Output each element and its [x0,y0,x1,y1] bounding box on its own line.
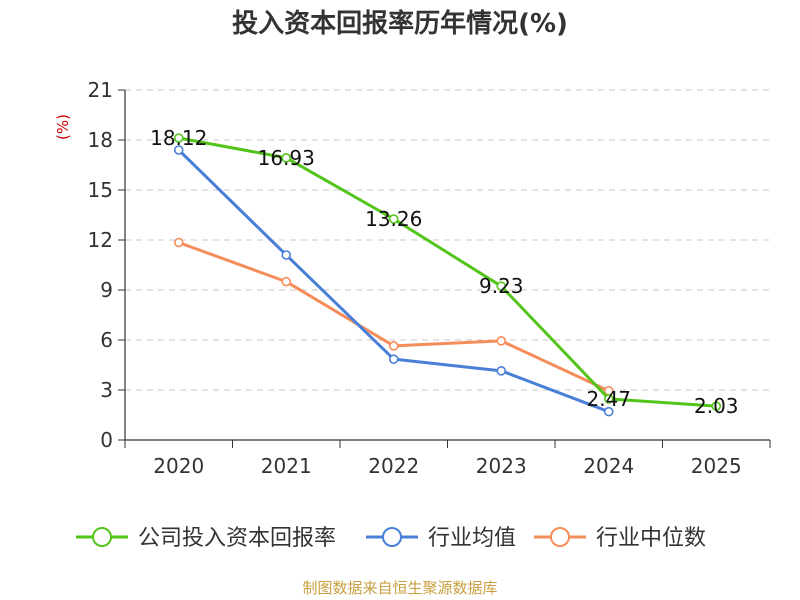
legend-item-2[interactable]: 行业中位数 [534,526,706,551]
y-tick-label-12: 12 [88,228,113,252]
legend-marker-0 [92,527,112,547]
data-point-s0-2025 [711,401,722,411]
legend-marker-1 [382,527,402,547]
data-point-s1-2023 [496,366,507,376]
data-point-s2-2023 [496,336,507,346]
x-tick-label-2021: 2021 [261,454,312,478]
x-tick-label-2025: 2025 [691,454,742,478]
data-label-2023: 9.23 [479,274,524,298]
y-tick-label-9: 9 [100,278,113,302]
data-point-s0-2021 [281,153,292,163]
data-point-s0-2022 [388,214,399,224]
grid-lines [125,89,770,391]
y-tick-label-6: 6 [100,328,113,352]
data-label-2021: 16.93 [258,146,315,170]
legend-item-0[interactable]: 公司投入资本回报率 [76,526,336,551]
series-line-1 [177,148,610,414]
data-point-s2-2020 [173,237,184,248]
legend-label-2: 行业中位数 [596,526,706,551]
legend-label-1: 行业均值 [428,526,516,551]
series-line-2 [178,241,610,393]
legend-marker-2 [550,527,570,547]
chart-title: 投入资本回报率历年情况(%) [232,8,568,39]
y-axis-unit-label: (%) [54,114,72,140]
data-label-2022: 13.26 [365,207,422,231]
y-tick-label-15: 15 [88,178,113,202]
data-point-s2-2022 [388,341,399,351]
data-point-s0-2023 [496,281,507,291]
y-tick-label-21: 21 [88,78,113,102]
data-point-s0-2020 [173,133,184,143]
data-point-s1-2020 [173,145,184,155]
data-point-s0-2024 [603,394,614,404]
legend[interactable]: 公司投入资本回报率 行业均值 行业中位数 [76,526,706,551]
x-tick-label-2024: 2024 [583,454,634,478]
legend-label-0: 公司投入资本回报率 [138,526,336,551]
data-point-s1-2024 [603,406,614,417]
legend-item-1[interactable]: 行业均值 [366,526,516,551]
data-point-s1-2021 [281,250,292,260]
data-label-2025: 2.03 [694,394,739,418]
y-tick-label-0: 0 [100,428,113,452]
data-point-s2-2021 [281,276,292,287]
x-tick-label-2023: 2023 [476,454,527,478]
series-lines [173,133,722,417]
y-tick-label-3: 3 [100,378,113,402]
data-label-2024: 2.47 [586,387,631,411]
data-source-note: 制图数据来自恒生聚源数据库 [302,579,497,597]
data-labels: 18.12 16.93 13.26 9.23 2.47 2.03 [150,126,738,418]
x-tick-label-2020: 2020 [153,454,204,478]
axes: 0 3 6 9 12 15 18 21 2020 2021 2022 2023 2024 2025 [88,78,771,478]
x-tick-label-2022: 2022 [368,454,419,478]
y-tick-label-18: 18 [88,128,113,152]
data-label-2020: 18.12 [150,126,207,150]
series-line-0 [178,136,717,408]
data-point-s1-2022 [388,354,399,364]
